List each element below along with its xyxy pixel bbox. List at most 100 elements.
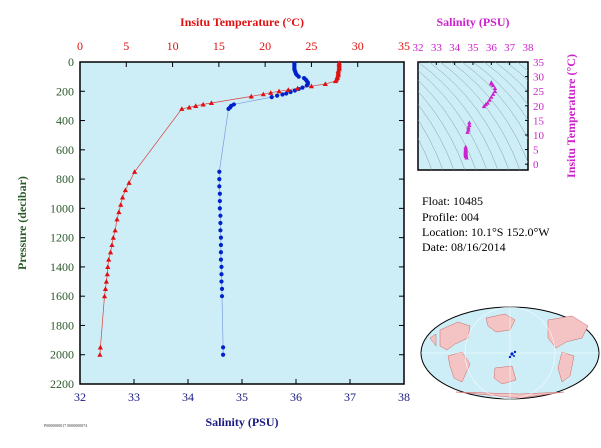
- ts-point: [490, 83, 496, 88]
- temperature-point: [294, 85, 301, 91]
- salinity-point: [219, 286, 225, 291]
- salinity-point: [218, 257, 224, 262]
- salinity-point: [219, 279, 224, 284]
- ts-salinity-axis-title: Salinity (PSU): [436, 15, 509, 29]
- pressure-tick-label: 1800: [50, 318, 74, 332]
- ts-temperature-tick-label: 30: [533, 72, 545, 84]
- ts-salinity-tick-label: 32: [413, 42, 424, 54]
- salinity-point: [304, 83, 309, 88]
- pressure-tick-label: 800: [56, 172, 74, 186]
- density-contour: [418, 91, 466, 170]
- salinity-point: [280, 92, 285, 97]
- salinity-point: [221, 345, 226, 350]
- ts-point: [483, 102, 489, 107]
- temperature-point: [109, 242, 115, 248]
- salinity-point: [217, 169, 222, 174]
- salinity-point: [217, 191, 222, 196]
- salinity-point: [218, 213, 223, 218]
- density-contour: [472, 62, 528, 121]
- ts-point: [490, 91, 496, 96]
- temperature-tick-label: 10: [167, 39, 179, 53]
- temperature-point: [97, 344, 103, 350]
- pressure-tick-label: 1600: [50, 289, 74, 303]
- density-contour: [461, 62, 528, 140]
- salinity-point: [221, 352, 226, 357]
- temperature-point: [118, 202, 124, 207]
- temperature-point: [102, 286, 109, 291]
- ts-point: [492, 86, 498, 91]
- density-contour: [418, 62, 499, 170]
- ts-salinity-tick-label: 34: [449, 42, 461, 54]
- density-contour: [516, 62, 528, 71]
- salinity-point: [218, 235, 224, 240]
- density-contour: [418, 137, 433, 170]
- ts-temperature-tick-label: 20: [533, 101, 545, 113]
- salinity-tick-label: 37: [344, 390, 356, 404]
- salinity-tick-label: 35: [236, 390, 248, 404]
- temperature-point: [97, 352, 103, 357]
- temperature-tick-label: 20: [259, 39, 271, 53]
- pressure-tick-label: 400: [56, 114, 74, 128]
- salinity-point: [296, 74, 301, 79]
- footer-code: P0000000017 0000000074: [44, 423, 87, 428]
- pressure-tick-label: 1400: [50, 260, 74, 274]
- salinity-point: [218, 250, 224, 255]
- salinity-point: [217, 184, 222, 189]
- salinity-tick-label: 32: [74, 390, 86, 404]
- temperature-point: [322, 81, 328, 87]
- profile-axes: 0 5 10 15 20 25 30 35 32 33 34 35 36 37 38 0 200 400 600 80…: [50, 39, 410, 404]
- temperature-point: [208, 100, 215, 106]
- temperature-point: [119, 194, 126, 200]
- temperature-tick-label: 5: [123, 39, 129, 53]
- profile-number: Profile: 004: [422, 210, 479, 224]
- ts-point: [489, 94, 494, 99]
- ts-temperature-tick-label: 5: [533, 145, 539, 157]
- temperature-point: [276, 88, 282, 94]
- pressure-tick-label: 200: [56, 84, 74, 98]
- density-contours: [418, 62, 528, 170]
- ts-salinity-tick-label: 36: [486, 42, 498, 54]
- salinity-tick-label: 36: [290, 390, 302, 404]
- density-contour: [494, 62, 528, 92]
- salinity-point: [269, 95, 274, 100]
- ts-salinity-tick-label: 38: [523, 42, 535, 54]
- salinity-tick-label: 38: [398, 390, 410, 404]
- ts-salinity-tick-label: 33: [431, 42, 443, 54]
- map-gridlines: [421, 306, 599, 400]
- date: Date: 08/16/2014: [422, 240, 506, 254]
- salinity-tick-label: 33: [128, 390, 140, 404]
- temperature-point: [200, 101, 206, 107]
- salinity-point: [217, 198, 222, 204]
- temperature-point: [103, 278, 109, 284]
- temperature-point: [106, 256, 112, 262]
- temperature-point: [260, 91, 266, 97]
- salinity-point: [217, 176, 222, 182]
- temperature-point: [126, 180, 132, 185]
- temperature-tick-label: 15: [213, 39, 225, 53]
- density-contour: [439, 62, 521, 170]
- temperature-point: [268, 90, 274, 95]
- ts-point: [481, 104, 487, 109]
- temperature-point: [107, 249, 114, 255]
- density-contour: [418, 79, 477, 170]
- salinity-point: [219, 272, 224, 277]
- ts-temperature-tick-label: 25: [533, 86, 545, 98]
- salinity-point: [218, 242, 224, 248]
- pressure-tick-label: 2200: [50, 377, 74, 391]
- pressure-tick-label: 600: [56, 143, 74, 157]
- profile-plot-area: [79, 61, 405, 385]
- ts-axes: 32 33 34 35 36 37 38 0 5 10 15 20 25 30 35: [413, 42, 545, 171]
- density-contour: [428, 62, 510, 170]
- world-map: [420, 306, 600, 400]
- salinity-point: [217, 206, 222, 211]
- pressure-axis-title: Pressure (decibar): [15, 176, 29, 270]
- temperature-point: [114, 216, 120, 222]
- temperature-point: [132, 169, 138, 174]
- temperature-point: [248, 93, 254, 99]
- salinity-point: [284, 91, 289, 96]
- density-contour: [418, 70, 488, 170]
- temperature-tick-label: 30: [352, 39, 364, 53]
- temperature-axis-title: Insitu Temperature (°C): [180, 15, 304, 29]
- salinity-point: [219, 264, 224, 270]
- salinity-point: [219, 294, 225, 299]
